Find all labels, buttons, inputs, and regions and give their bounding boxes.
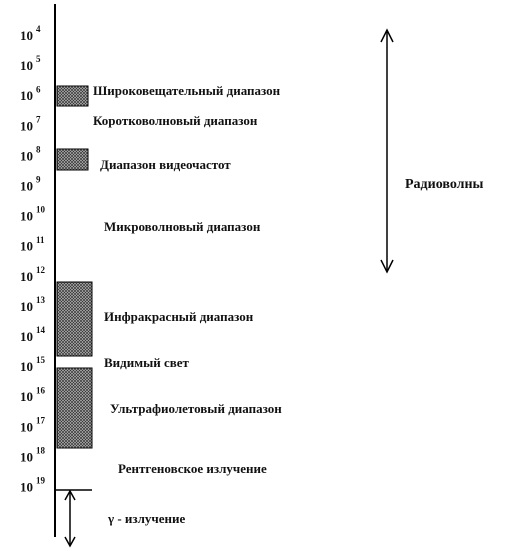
band-box [56, 281, 93, 357]
tick-base: 10 [20, 88, 33, 103]
tick-base: 10 [20, 419, 33, 434]
tick-exponent: 9 [36, 175, 41, 185]
tick-exponent: 16 [36, 385, 46, 395]
tick-base: 10 [20, 209, 33, 224]
tick-base: 10 [20, 269, 33, 284]
tick-exponent: 14 [36, 325, 46, 335]
tick-base: 10 [20, 329, 33, 344]
radio-arrow [380, 28, 394, 274]
band-label: Микроволновый диапазон [104, 219, 261, 234]
band-label: Широковещательный диапазон [93, 83, 281, 98]
tick-base: 10 [20, 178, 33, 193]
band-label: Рентгеновское излучение [118, 461, 267, 476]
band-box [56, 367, 93, 449]
tick-base: 10 [20, 148, 33, 163]
tick-exponent: 19 [36, 476, 46, 486]
band-label: Видимый свет [104, 355, 190, 370]
tick-exponent: 15 [36, 355, 46, 365]
tick-exponent: 8 [36, 144, 41, 154]
tick-exponent: 13 [36, 295, 46, 305]
tick-exponent: 6 [36, 84, 41, 94]
tick-exponent: 7 [36, 114, 41, 124]
band-label: Ультрафиолетовый диапазон [110, 401, 282, 416]
tick-base: 10 [20, 389, 33, 404]
tick-exponent: 11 [36, 235, 45, 245]
band-box [56, 85, 89, 107]
tick-base: 10 [20, 299, 33, 314]
band-box [56, 148, 89, 171]
band-label: γ - излучение [107, 511, 186, 526]
band-label: Диапазон видеочастот [100, 157, 231, 172]
tick-base: 10 [20, 479, 33, 494]
tick-base: 10 [20, 28, 33, 43]
tick-exponent: 17 [36, 415, 46, 425]
band-label: Коротковолновый диапазон [93, 113, 258, 128]
tick-exponent: 5 [36, 54, 41, 64]
tick-base: 10 [20, 239, 33, 254]
tick-exponent: 18 [36, 445, 46, 455]
tick-exponent: 10 [36, 205, 46, 215]
tick-base: 10 [20, 58, 33, 73]
tick-base: 10 [20, 118, 33, 133]
tick-base: 10 [20, 359, 33, 374]
tick-exponent: 12 [36, 265, 46, 275]
group-label: Радиоволны [405, 177, 484, 192]
gamma-arrow [64, 489, 76, 548]
band-label: Инфракрасный диапазон [104, 309, 254, 324]
tick-base: 10 [20, 449, 33, 464]
tick-exponent: 4 [36, 24, 41, 34]
